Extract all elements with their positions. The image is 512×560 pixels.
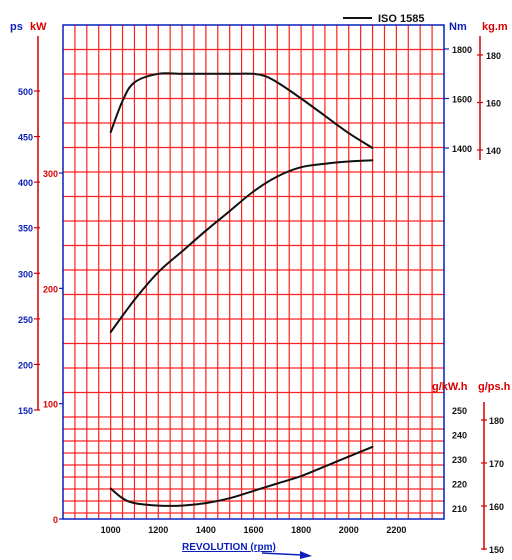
x-axis-arrow-shaft	[261, 552, 303, 556]
torque-curve-point	[109, 131, 112, 134]
torque-curve-point	[252, 72, 255, 75]
power-curve-point	[228, 210, 231, 213]
gpsh-tick-label: 180	[489, 416, 504, 426]
fuel-consumption-curve-point	[133, 502, 136, 504]
fuel-consumption-curve-point	[252, 490, 255, 492]
gkwh-tick-label: 230	[452, 455, 467, 465]
power-curve-point	[347, 160, 350, 163]
gkwh-tick-label: 210	[452, 504, 467, 514]
kgm-tick-label: 160	[486, 99, 501, 109]
x-tick-label: 1200	[148, 525, 168, 535]
fuel-consumption-curve-point	[109, 487, 112, 490]
torque-curve-point	[121, 100, 124, 102]
axis-lines	[37, 36, 485, 550]
nm-tick-label: 1400	[452, 144, 472, 154]
plot-frame	[62, 24, 445, 520]
ps-tick-label: 150	[18, 406, 33, 416]
gpsh-tick-label: 150	[489, 545, 504, 555]
power-curve-point	[252, 190, 255, 193]
power-curve-point	[205, 229, 207, 232]
kgm-tick-label: 140	[486, 146, 501, 156]
series-curves	[109, 72, 374, 507]
torque-curve-point	[157, 72, 160, 75]
ps-tick-label: 400	[18, 178, 33, 188]
torque-curve-point	[205, 72, 207, 75]
power-curve-point	[133, 299, 136, 301]
power-curve-point	[181, 250, 184, 253]
power-curve-point	[300, 166, 302, 169]
nm-tick-label: 1600	[452, 95, 472, 105]
x-tick-label: 1400	[196, 525, 216, 535]
gpsh-tick-label: 170	[489, 459, 504, 469]
power-curve-point	[109, 331, 112, 334]
kw-tick-label: 300	[43, 169, 58, 179]
torque-curve	[109, 72, 374, 149]
x-axis-title: REVOLUTION (rpm)	[182, 542, 312, 559]
power-curve-point	[324, 162, 326, 165]
fuel-consumption-curve-point	[300, 475, 302, 477]
gkwh-tick-label: 240	[452, 431, 467, 441]
x-axis-arrow-head	[300, 551, 312, 559]
kw-tick-label: 0	[53, 515, 58, 525]
fuel-consumption-curve-point	[228, 497, 231, 500]
x-tick-label: 1800	[291, 525, 311, 535]
fuel-consumption-curve-point	[181, 504, 184, 507]
fuel-consumption-curve-point	[371, 445, 374, 448]
nm-axis-label: Nm	[449, 21, 467, 33]
torque-curve-point	[324, 114, 326, 117]
legend-label: ISO 1585	[378, 13, 424, 25]
kw-axis-label: kW	[30, 21, 47, 33]
fuel-consumption-curve-point	[276, 482, 279, 485]
gkwh-tick-label: 250	[452, 406, 467, 416]
nm-tick-label: 1800	[452, 45, 472, 55]
torque-curve-point	[371, 147, 374, 149]
power-curve-point	[157, 271, 160, 274]
x-tick-label: 2200	[386, 525, 406, 535]
torque-curve-point	[181, 72, 184, 75]
grid	[63, 25, 444, 519]
torque-curve-point	[264, 75, 267, 78]
ps-tick-label: 450	[18, 133, 33, 143]
kw-tick-label: 200	[43, 284, 58, 294]
torque-curve-point	[228, 72, 231, 75]
torque-curve-point	[276, 81, 279, 84]
ps-tick-label: 350	[18, 224, 33, 234]
ps-axis-label: ps	[10, 21, 23, 33]
kgm-axis-label: kg.m	[482, 21, 508, 33]
ps-tick-label: 200	[18, 360, 33, 370]
power-curve-point	[276, 175, 279, 178]
tick-labels: 150 200 250 300 350 400 450 500 0 100 200 300 1400 16…	[18, 45, 504, 555]
x-tick-label: 1600	[243, 525, 263, 535]
kw-tick-label: 100	[43, 400, 58, 410]
x-axis-label: REVOLUTION (rpm)	[182, 542, 276, 553]
gkwh-axis-label: g/kW.h	[432, 381, 468, 393]
ps-tick-label: 300	[18, 269, 33, 279]
fuel-consumption-curve-point	[324, 465, 326, 468]
legend: ISO 1585	[343, 13, 424, 25]
gkwh-tick-label: 220	[452, 480, 467, 490]
torque-curve-point	[347, 132, 350, 135]
torque-curve-point	[133, 81, 136, 84]
ps-tick-label: 500	[18, 87, 33, 97]
x-tick-label: 1000	[101, 525, 121, 535]
fuel-consumption-curve-point	[157, 504, 160, 507]
fuel-consumption-curve-point	[347, 455, 350, 458]
power-curve	[109, 159, 373, 333]
fuel-consumption-curve-point	[121, 497, 124, 500]
kgm-tick-label: 180	[486, 51, 501, 61]
torque-curve-point	[300, 97, 302, 100]
x-tick-label: 2000	[339, 525, 359, 535]
gpsh-tick-label: 160	[489, 502, 504, 512]
power-curve-point	[371, 159, 374, 162]
fuel-consumption-curve-point	[205, 502, 207, 504]
gpsh-axis-label: g/ps.h	[478, 381, 511, 393]
ps-tick-label: 250	[18, 315, 33, 325]
